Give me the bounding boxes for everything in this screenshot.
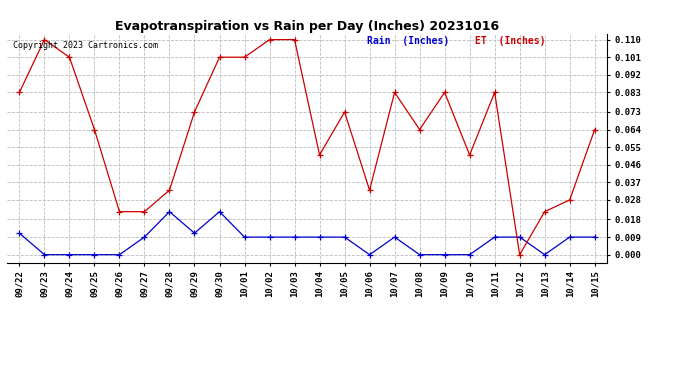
Text: Rain  (Inches): Rain (Inches) xyxy=(367,36,449,46)
Title: Evapotranspiration vs Rain per Day (Inches) 20231016: Evapotranspiration vs Rain per Day (Inch… xyxy=(115,20,499,33)
Text: ET  (Inches): ET (Inches) xyxy=(475,36,546,46)
Text: Copyright 2023 Cartronics.com: Copyright 2023 Cartronics.com xyxy=(13,40,158,50)
